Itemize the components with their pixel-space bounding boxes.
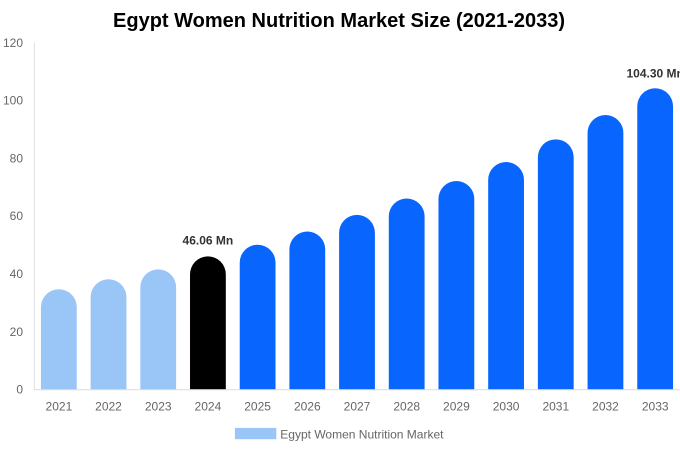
svg-text:104.30 Mn: 104.30 Mn [627,66,680,80]
svg-text:2029: 2029 [443,400,470,414]
svg-text:2028: 2028 [393,400,420,414]
svg-text:100: 100 [3,94,23,108]
svg-text:Egypt Women Nutrition Market S: Egypt Women Nutrition Market Size (2021-… [113,10,565,32]
svg-text:46.06 Mn: 46.06 Mn [183,233,234,247]
svg-text:80: 80 [10,152,24,166]
svg-text:2023: 2023 [145,400,172,414]
svg-text:Egypt Women Nutrition Market: Egypt Women Nutrition Market [280,428,444,442]
svg-text:2024: 2024 [195,400,222,414]
svg-text:0: 0 [16,383,23,397]
svg-text:2021: 2021 [46,400,73,414]
svg-text:2032: 2032 [592,400,619,414]
svg-text:2026: 2026 [294,400,321,414]
svg-text:2022: 2022 [95,400,122,414]
svg-text:20: 20 [10,325,24,339]
svg-text:2030: 2030 [493,400,520,414]
svg-text:2031: 2031 [542,400,569,414]
svg-text:60: 60 [10,209,24,223]
svg-text:120: 120 [3,36,23,50]
svg-text:2033: 2033 [642,400,669,414]
svg-text:2027: 2027 [344,400,371,414]
svg-text:2025: 2025 [244,400,271,414]
svg-text:40: 40 [10,267,24,281]
